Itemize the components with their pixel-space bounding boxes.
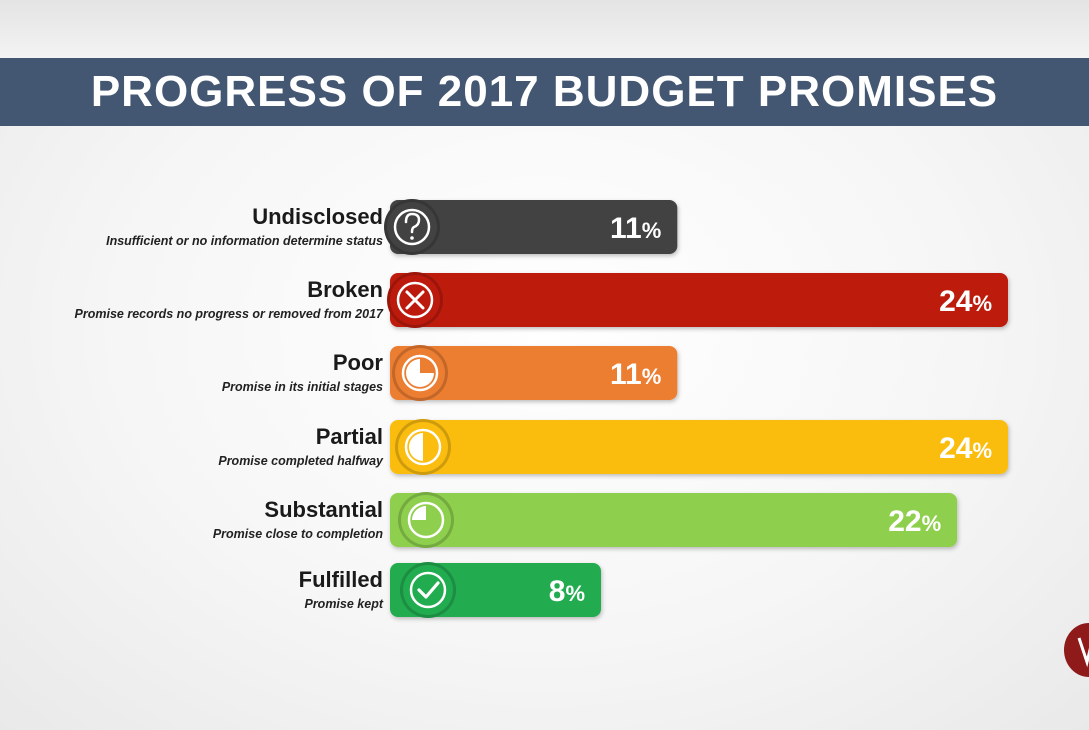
value-label: 24%: [939, 432, 992, 465]
category-description: Promise kept: [304, 597, 383, 611]
chart-title: PROGRESS OF 2017 BUDGET PROMISES: [90, 67, 999, 116]
category-label: Partial: [316, 424, 383, 449]
bar-row-broken: 24% Broken Promise records no progress or …: [75, 272, 1008, 328]
bar-row-substantial: 22% Substantial Promise close to completio…: [213, 492, 958, 548]
category-label: Fulfilled: [299, 567, 383, 592]
category-label: Undisclosed: [252, 204, 383, 229]
logo-seal: [1064, 623, 1089, 677]
bar-row-poor: 11% Poor Promise in its initial stages: [222, 345, 678, 401]
value-label: 24%: [939, 285, 992, 318]
value-label: 22%: [888, 505, 941, 538]
bar-row-fulfilled: 8% Fulfilled Promise kept: [299, 562, 601, 618]
bar: [390, 493, 958, 547]
cross-icon: [396, 281, 434, 319]
bar: [390, 200, 678, 254]
value-label: 11%: [610, 358, 661, 391]
check-icon: [409, 571, 447, 609]
question-icon: [393, 208, 431, 246]
bar-row-partial: 24% Partial Promise completed halfway: [218, 419, 1008, 475]
category-description: Promise close to completion: [213, 527, 384, 541]
category-description: Insufficient or no information determine…: [106, 234, 383, 248]
quarter-pie-icon: [401, 354, 439, 392]
bar-row-undisclosed: 11% Undisclosed Insufficient or no informa…: [106, 199, 678, 255]
title-bar: PROGRESS OF 2017 BUDGET PROMISES: [0, 58, 1089, 126]
bar: [390, 346, 678, 400]
half-pie-icon: [404, 428, 442, 466]
value-label: 8%: [549, 575, 585, 608]
category-description: Promise completed halfway: [218, 454, 384, 468]
bar: [390, 273, 1008, 327]
bar: [390, 420, 1008, 474]
category-description: Promise in its initial stages: [222, 380, 383, 394]
three-quarter-pie-icon: [407, 501, 445, 539]
category-description: Promise records no progress or removed f…: [75, 307, 384, 321]
category-label: Substantial: [264, 497, 383, 522]
category-label: Poor: [333, 350, 384, 375]
value-label: 11%: [610, 212, 661, 245]
top-band: [0, 0, 1089, 58]
category-label: Broken: [307, 277, 383, 302]
